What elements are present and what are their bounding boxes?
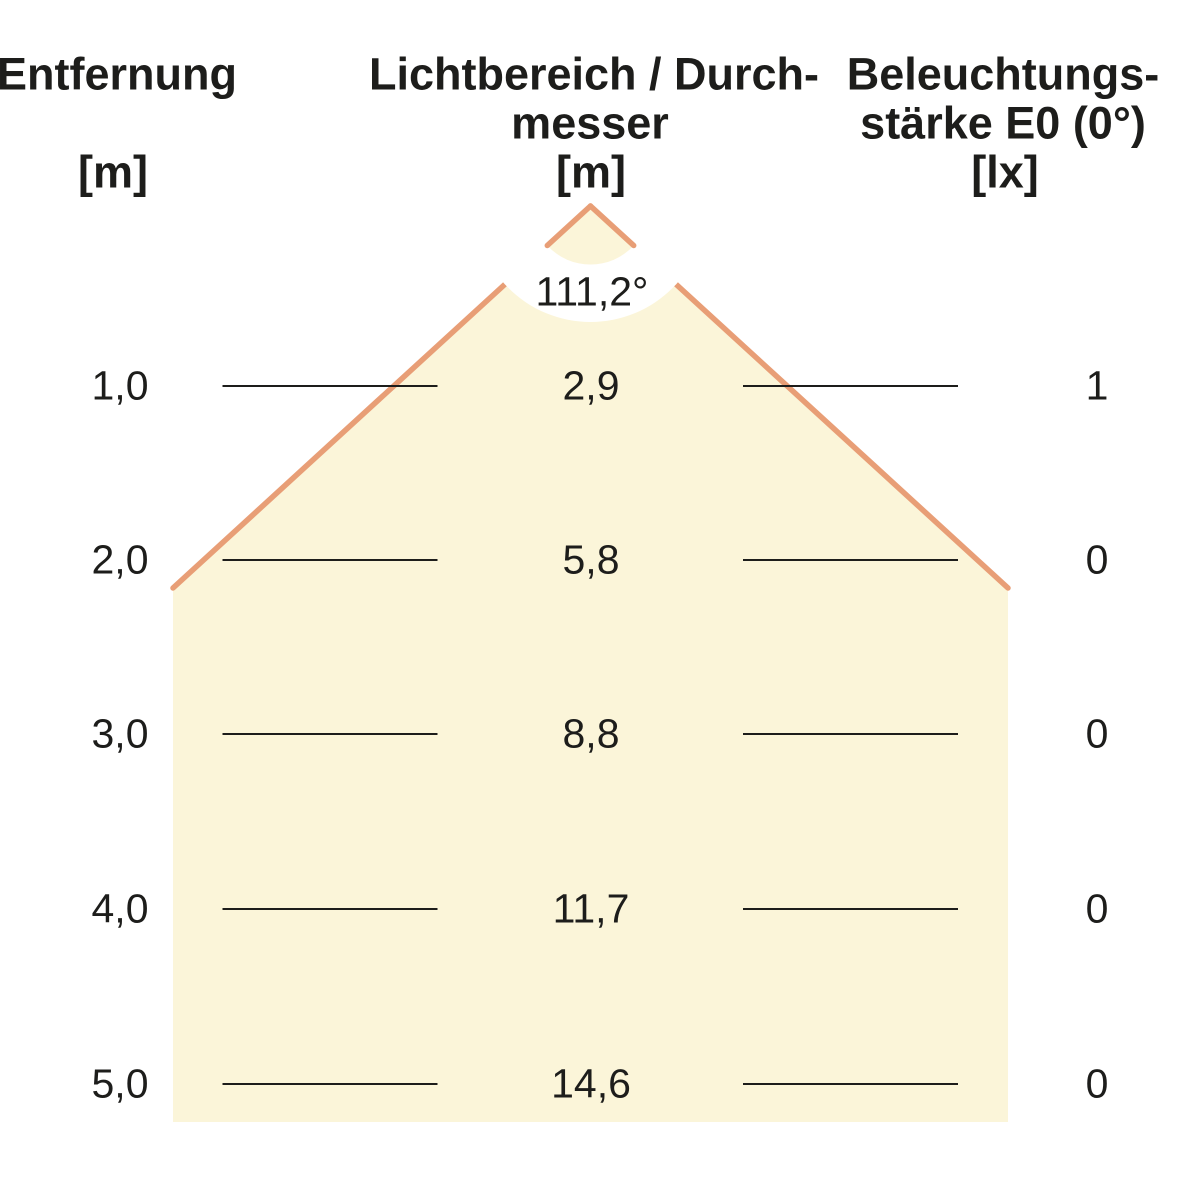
header-distance-unit: [m] [78, 146, 148, 198]
distance-value-row-3: 3,0 [91, 710, 149, 757]
diameter-value-row-4: 11,7 [552, 885, 630, 932]
header-illuminance-unit: [lx] [971, 146, 1039, 198]
apex-wedge-edge-right [587, 203, 637, 249]
header-distance-title: Entfernung [0, 48, 237, 100]
distance-value-row-5: 5,0 [91, 1060, 149, 1107]
header-diameter-title-1: Lichtbereich / Durch- [368, 48, 820, 100]
apex-wedge-edge-left [544, 203, 594, 249]
header-diameter-title-2: messer [511, 97, 669, 149]
illuminance-value-row-1: 1 [1085, 362, 1109, 409]
diameter-value-row-1: 2,9 [562, 362, 620, 409]
distance-value-row-1: 1,0 [91, 362, 149, 409]
distance-value-row-2: 2,0 [91, 536, 149, 583]
header-illuminance-title-2: stärke E0 (0°) [860, 97, 1146, 149]
illuminance-value-row-3: 0 [1085, 710, 1109, 757]
beam-angle-label: 111,2° [535, 268, 649, 315]
illuminance-value-row-2: 0 [1085, 536, 1109, 583]
illuminance-value-row-4: 0 [1085, 885, 1109, 932]
illuminance-value-row-5: 0 [1085, 1060, 1109, 1107]
cone-apex-wedge [547, 206, 634, 265]
distance-value-row-4: 4,0 [91, 885, 149, 932]
diameter-value-row-5: 14,6 [551, 1060, 631, 1107]
diameter-value-row-3: 8,8 [562, 710, 620, 757]
diameter-value-row-2: 5,8 [562, 536, 620, 583]
header-illuminance-title-1: Beleuchtungs- [846, 48, 1160, 100]
light-cone-fill [173, 206, 1008, 1122]
header-diameter-unit: [m] [556, 146, 626, 198]
